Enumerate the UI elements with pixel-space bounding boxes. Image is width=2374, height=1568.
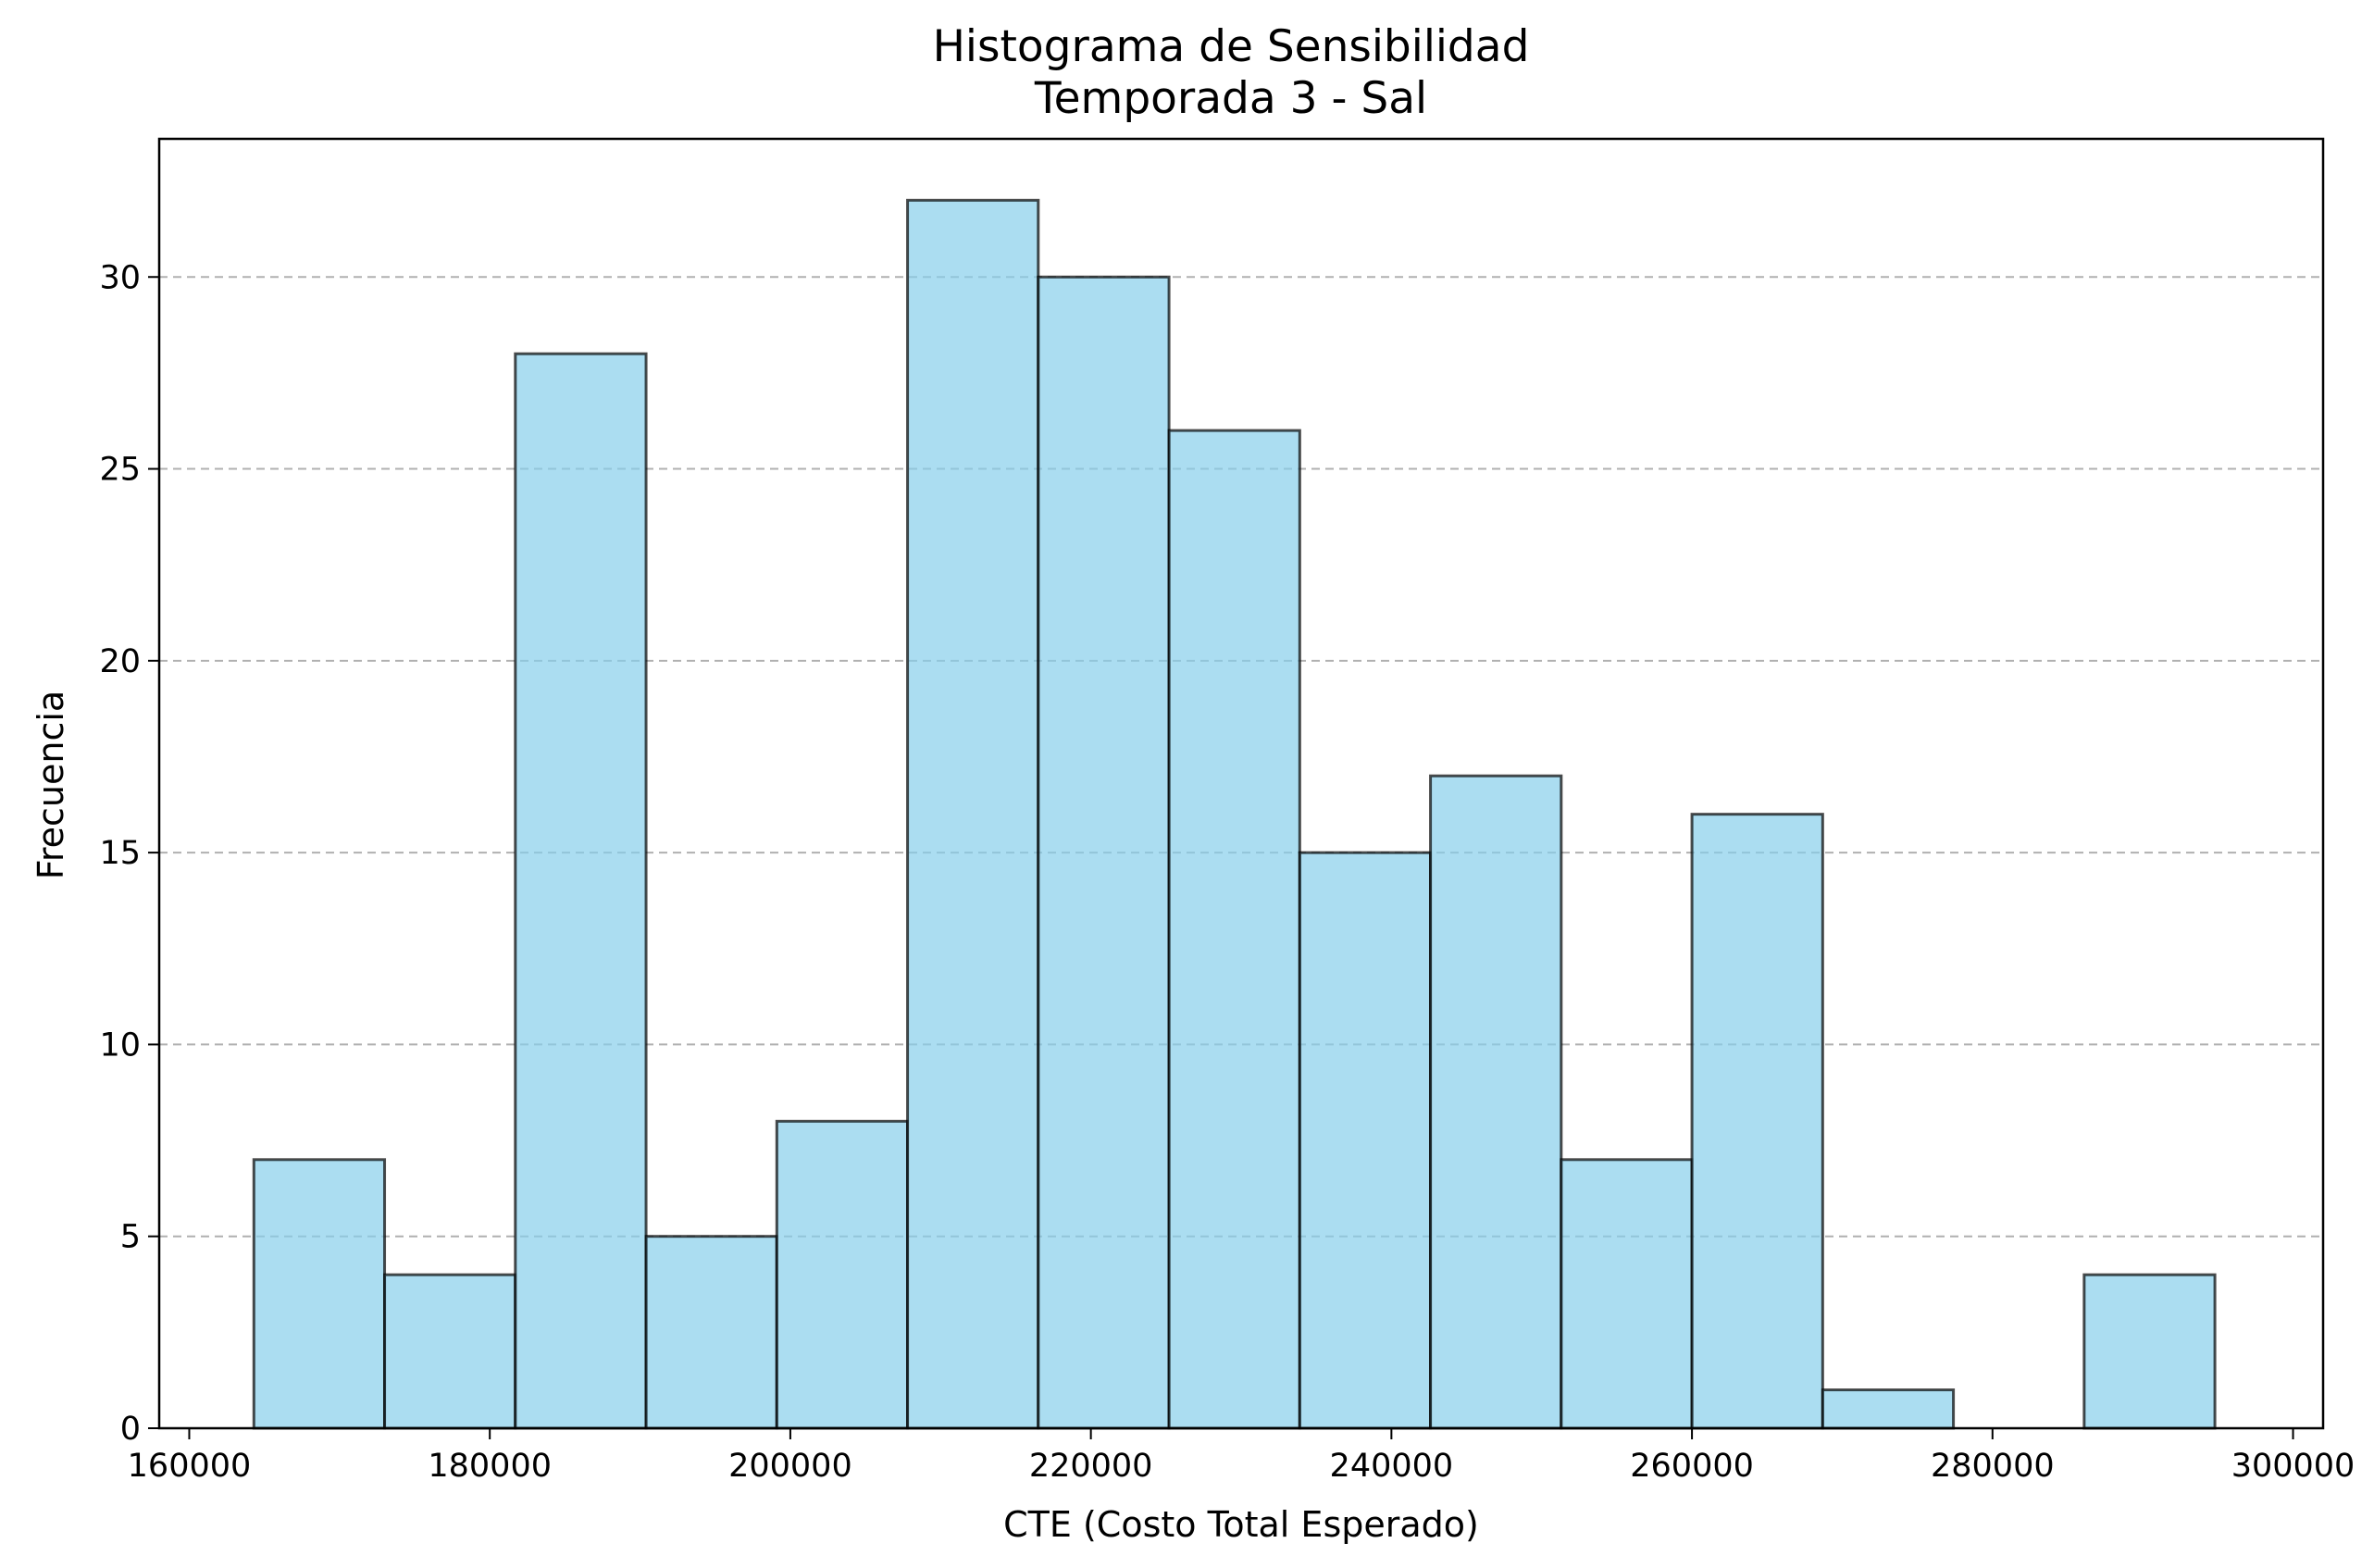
x-tick-label: 220000 xyxy=(1029,1448,1153,1485)
y-axis-ticks: 0 5 10 15 20 25 30 xyxy=(99,259,159,1448)
histogram-bar xyxy=(1429,774,1563,1430)
bars-layer xyxy=(252,198,2217,1430)
histogram-bar xyxy=(514,352,648,1430)
y-tick-label: 15 xyxy=(99,835,141,872)
x-tick-label: 260000 xyxy=(1630,1448,1754,1485)
histogram-bar xyxy=(644,1235,778,1430)
y-tick-label: 25 xyxy=(99,452,141,489)
histogram-bar xyxy=(906,198,1040,1430)
x-tick-label: 300000 xyxy=(2231,1448,2355,1485)
histogram-bar xyxy=(775,1119,910,1430)
x-tick-label: 200000 xyxy=(728,1448,852,1485)
histogram-bar xyxy=(1167,429,1301,1430)
x-axis-label: CTE (Costo Total Esperado) xyxy=(1003,1504,1479,1545)
x-axis-ticks: 160000 180000 200000 220000 240000 260000 2800… xyxy=(128,1428,2355,1485)
x-tick-label: 280000 xyxy=(1931,1448,2055,1485)
histogram-bar xyxy=(383,1273,517,1430)
y-tick-label: 0 xyxy=(120,1411,141,1448)
histogram-bar xyxy=(1821,1388,1956,1430)
chart-subtitle: Temporada 3 - Sal xyxy=(1034,73,1427,124)
y-tick-label: 5 xyxy=(120,1219,141,1256)
x-tick-label: 180000 xyxy=(428,1448,552,1485)
y-axis-label: Frecuencia xyxy=(31,691,71,879)
histogram-bar xyxy=(1298,851,1433,1430)
histogram-bar xyxy=(1560,1158,1694,1430)
plot-frame xyxy=(157,137,2325,1430)
histogram-bar xyxy=(1690,813,1824,1430)
chart-title: Histograma de Sensibilidad xyxy=(933,21,1530,72)
x-tick-label: 160000 xyxy=(128,1448,252,1485)
histogram-bar xyxy=(1037,275,1171,1430)
histogram-bar xyxy=(2082,1273,2217,1430)
histogram-bar xyxy=(252,1158,387,1430)
x-tick-label: 240000 xyxy=(1330,1448,1454,1485)
y-tick-label: 10 xyxy=(99,1027,141,1064)
y-tick-label: 20 xyxy=(99,643,141,680)
y-tick-label: 30 xyxy=(99,259,141,296)
